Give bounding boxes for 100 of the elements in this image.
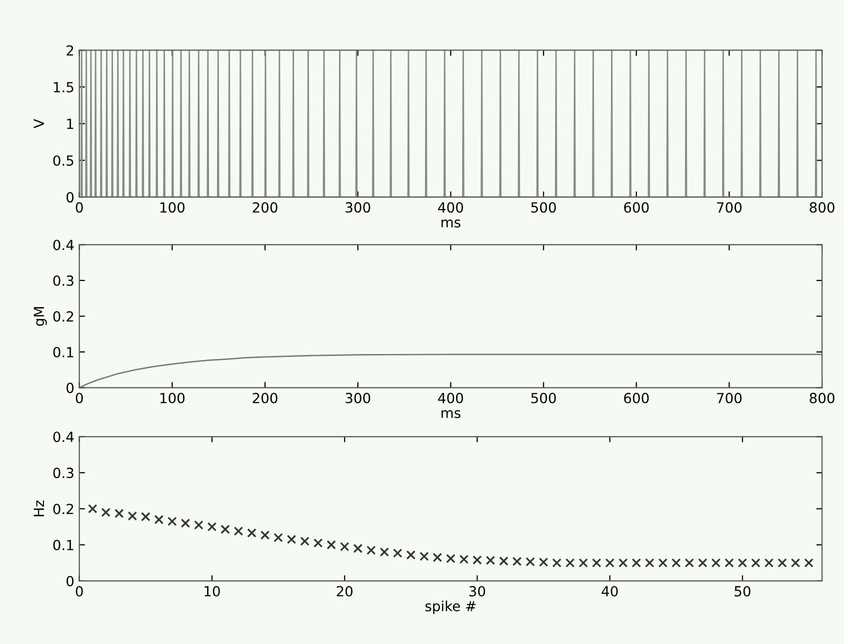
point — [154, 514, 164, 524]
x-tick-label: 400 — [438, 202, 464, 213]
y-axis-title: gM — [34, 307, 47, 326]
y-tick-label: 0.5 — [53, 155, 74, 166]
x-tick-label: 700 — [717, 202, 742, 213]
x-tick-label: 0 — [76, 392, 83, 404]
point — [751, 558, 760, 568]
point — [420, 552, 429, 562]
x-tick-label: 40 — [602, 586, 618, 596]
y-tick-label: 0.2 — [53, 311, 74, 322]
x-tick-label: 300 — [346, 392, 370, 404]
x-tick-label: 20 — [336, 586, 353, 596]
point — [578, 558, 588, 568]
y-tick-label: 0.1 — [53, 540, 74, 550]
x-tick-label: 30 — [469, 586, 486, 596]
y-axis-title: Hz — [34, 500, 44, 516]
point — [764, 558, 774, 568]
x-tick-label: 100 — [160, 202, 185, 213]
point — [459, 554, 469, 564]
point — [565, 558, 575, 568]
y-tick-label: 0.2 — [53, 504, 74, 514]
point — [366, 546, 376, 555]
point — [526, 557, 535, 566]
point — [472, 555, 482, 565]
y-tick-label: 1 — [67, 118, 74, 129]
point — [180, 518, 190, 528]
point — [141, 512, 150, 522]
point — [406, 550, 416, 560]
point — [168, 516, 177, 526]
y-tick-label: 1.5 — [54, 82, 74, 92]
point — [114, 508, 124, 518]
x-tick-label: 0 — [76, 586, 83, 596]
x-tick-label: 100 — [160, 392, 185, 404]
point — [512, 556, 522, 566]
point — [711, 558, 721, 568]
point — [128, 511, 138, 521]
point — [658, 558, 668, 568]
x-axis-title: ms — [442, 410, 460, 418]
x-tick-label: 800 — [810, 392, 834, 404]
point — [101, 508, 110, 518]
y-tick-label: 0.3 — [53, 468, 74, 478]
x-tick-label: 500 — [531, 202, 556, 213]
x-tick-label: 800 — [810, 202, 834, 213]
point — [645, 558, 654, 568]
point — [274, 532, 283, 542]
point — [552, 558, 562, 568]
x-tick-label: 200 — [252, 202, 278, 213]
point — [724, 558, 734, 568]
y-tick-label: 0 — [66, 192, 74, 203]
x-tick-label: 200 — [252, 392, 278, 404]
point — [790, 558, 800, 568]
point — [446, 554, 456, 564]
x-tick-label: 500 — [531, 392, 556, 404]
y-axis-title: V — [34, 119, 44, 128]
point — [684, 558, 694, 568]
point — [207, 522, 217, 532]
point — [260, 530, 270, 540]
point — [313, 538, 323, 548]
x-tick-label: 0 — [76, 202, 83, 213]
point — [499, 556, 508, 566]
y-tick-label: 0.1 — [53, 346, 74, 358]
point — [353, 544, 362, 554]
x-tick-label: 600 — [624, 392, 649, 404]
y-tick-label: 0.4 — [53, 432, 74, 442]
point — [538, 557, 548, 567]
point — [632, 558, 642, 568]
x-tick-label: 300 — [346, 202, 370, 213]
point — [88, 504, 98, 514]
point — [605, 558, 614, 568]
point — [326, 540, 336, 550]
point — [618, 558, 628, 568]
y-tick-label: 2 — [66, 45, 74, 56]
x-tick-label: 10 — [204, 586, 220, 596]
point — [393, 548, 402, 558]
point — [778, 558, 787, 568]
x-tick-label: 50 — [734, 586, 750, 596]
point — [340, 542, 350, 552]
y-tick-label: 0.4 — [53, 240, 74, 250]
x-axis-title: spike # — [425, 600, 476, 614]
y-tick-label: 0 — [66, 576, 74, 586]
point — [194, 520, 204, 530]
y-tick-label: 0.3 — [53, 275, 74, 286]
x-tick-label: 600 — [624, 202, 649, 213]
point — [234, 526, 244, 536]
x-tick-label: 700 — [717, 392, 742, 404]
point — [300, 536, 310, 546]
point — [698, 558, 708, 568]
point — [486, 556, 496, 565]
point — [738, 558, 748, 568]
point — [380, 547, 390, 557]
point — [804, 558, 814, 568]
point — [672, 558, 681, 568]
point — [247, 528, 256, 538]
point — [286, 534, 296, 544]
x-axis-title: ms — [442, 220, 460, 228]
y-tick-label: 0 — [66, 382, 74, 394]
point — [220, 524, 230, 534]
point — [432, 552, 442, 562]
x-tick-label: 400 — [438, 392, 464, 404]
point — [592, 558, 602, 568]
